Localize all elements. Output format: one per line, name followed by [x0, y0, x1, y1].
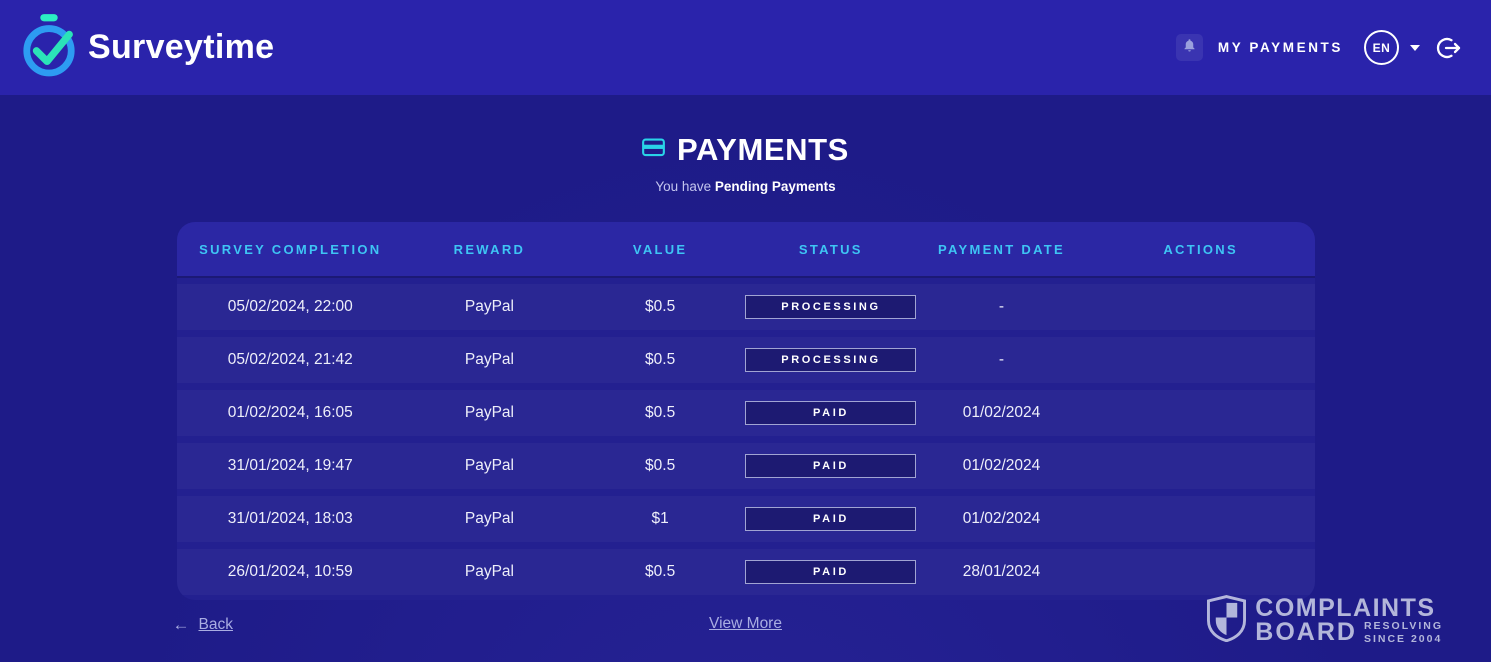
shield-icon [1207, 595, 1247, 647]
table-row: 05/02/2024, 22:00 PayPal $0.5 PROCESSING… [177, 284, 1315, 330]
back-label: Back [198, 616, 233, 633]
cell-payment-date: - [998, 351, 1005, 368]
stopwatch-check-icon [20, 13, 78, 82]
cell-reward: PayPal [464, 457, 514, 474]
table-row: 01/02/2024, 16:05 PayPal $0.5 PAID 01/02… [177, 390, 1315, 436]
status-badge: PAID [745, 454, 917, 478]
cell-payment-date: 01/02/2024 [962, 510, 1041, 527]
complaintsboard-watermark: COMPLAINTS BOARD RESOLVING SINCE 2004 [1207, 595, 1443, 647]
view-more-link[interactable]: View More [709, 615, 782, 632]
cell-status: PROCESSING [745, 295, 917, 319]
status-badge: PAID [745, 560, 917, 584]
brand-name: Surveytime [88, 28, 275, 66]
back-link[interactable]: ← Back [173, 615, 233, 635]
language-code: EN [1372, 40, 1391, 55]
language-selector[interactable]: EN [1364, 30, 1399, 65]
page-title-row: PAYMENTS [0, 132, 1491, 168]
cell-value: $0.5 [645, 457, 676, 474]
notifications-button[interactable] [1175, 34, 1203, 61]
cell-value: $1 [651, 510, 669, 527]
cell-status: PAID [745, 560, 917, 584]
watermark-line2: BOARD [1255, 618, 1357, 646]
status-badge: PAID [745, 401, 917, 425]
nav-my-payments[interactable]: MY PAYMENTS [1217, 40, 1343, 55]
brand-logo[interactable]: Surveytime [20, 13, 274, 82]
cell-status: PAID [745, 401, 917, 425]
watermark-tagline1: RESOLVING [1363, 619, 1443, 632]
top-nav: MY PAYMENTS EN [1175, 30, 1461, 65]
status-badge: PAID [745, 507, 917, 531]
table-row: 26/01/2024, 10:59 PayPal $0.5 PAID 28/01… [177, 549, 1315, 595]
cell-value: $0.5 [645, 563, 676, 580]
table-header-row: SURVEY COMPLETION REWARD VALUE STATUS PA… [176, 222, 1315, 278]
logout-icon [1436, 37, 1461, 58]
column-header: REWARD [453, 241, 526, 257]
table-body: 05/02/2024, 22:00 PayPal $0.5 PROCESSING… [177, 278, 1315, 600]
chevron-down-icon[interactable] [1410, 44, 1420, 51]
cell-survey-completion: 31/01/2024, 18:03 [227, 510, 353, 527]
cell-status: PROCESSING [745, 348, 917, 372]
notification-bell-icon [1182, 38, 1197, 58]
status-badge: PROCESSING [745, 295, 917, 319]
column-header: ACTIONS [1163, 241, 1238, 257]
cell-payment-date: 28/01/2024 [962, 563, 1041, 580]
cell-survey-completion: 05/02/2024, 21:42 [227, 351, 353, 368]
table-row: 31/01/2024, 18:03 PayPal $1 PAID 01/02/2… [177, 496, 1315, 542]
cell-survey-completion: 31/01/2024, 19:47 [227, 457, 353, 474]
cell-value: $0.5 [645, 404, 676, 421]
subtitle-prefix: You have [655, 179, 715, 194]
cell-survey-completion: 01/02/2024, 16:05 [227, 404, 353, 421]
column-header: STATUS [798, 241, 863, 257]
subtitle-emphasis: Pending Payments [714, 179, 836, 194]
column-header: PAYMENT DATE [937, 241, 1066, 257]
cell-status: PAID [745, 454, 917, 478]
table-row: 05/02/2024, 21:42 PayPal $0.5 PROCESSING… [177, 337, 1315, 383]
cell-payment-date: 01/02/2024 [962, 404, 1041, 421]
back-arrow-icon: ← [172, 615, 190, 634]
cell-value: $0.5 [645, 298, 676, 315]
cell-reward: PayPal [464, 510, 514, 527]
top-bar: Surveytime MY PAYMENTS EN [0, 0, 1491, 95]
footer-row: ← Back View More [173, 615, 1315, 639]
page-title: PAYMENTS [677, 132, 849, 167]
status-badge: PROCESSING [745, 348, 917, 372]
cell-reward: PayPal [464, 404, 514, 421]
cell-reward: PayPal [464, 563, 514, 580]
cell-value: $0.5 [645, 351, 676, 368]
cell-reward: PayPal [464, 298, 514, 315]
page-subtitle: You have Pending Payments [0, 179, 1491, 194]
column-header: VALUE [632, 241, 688, 257]
watermark-line1: COMPLAINTS [1255, 593, 1436, 622]
watermark-tagline2: SINCE 2004 [1363, 632, 1443, 645]
payments-table: SURVEY COMPLETION REWARD VALUE STATUS PA… [176, 222, 1315, 600]
column-header: SURVEY COMPLETION [199, 241, 382, 257]
cell-payment-date: - [998, 298, 1005, 315]
cell-survey-completion: 26/01/2024, 10:59 [227, 563, 353, 580]
credit-card-icon [642, 138, 665, 162]
cell-survey-completion: 05/02/2024, 22:00 [227, 298, 353, 315]
cell-reward: PayPal [464, 351, 514, 368]
cell-payment-date: 01/02/2024 [962, 457, 1041, 474]
logout-button[interactable] [1435, 36, 1461, 60]
table-row: 31/01/2024, 19:47 PayPal $0.5 PAID 01/02… [177, 443, 1315, 489]
cell-status: PAID [745, 507, 917, 531]
